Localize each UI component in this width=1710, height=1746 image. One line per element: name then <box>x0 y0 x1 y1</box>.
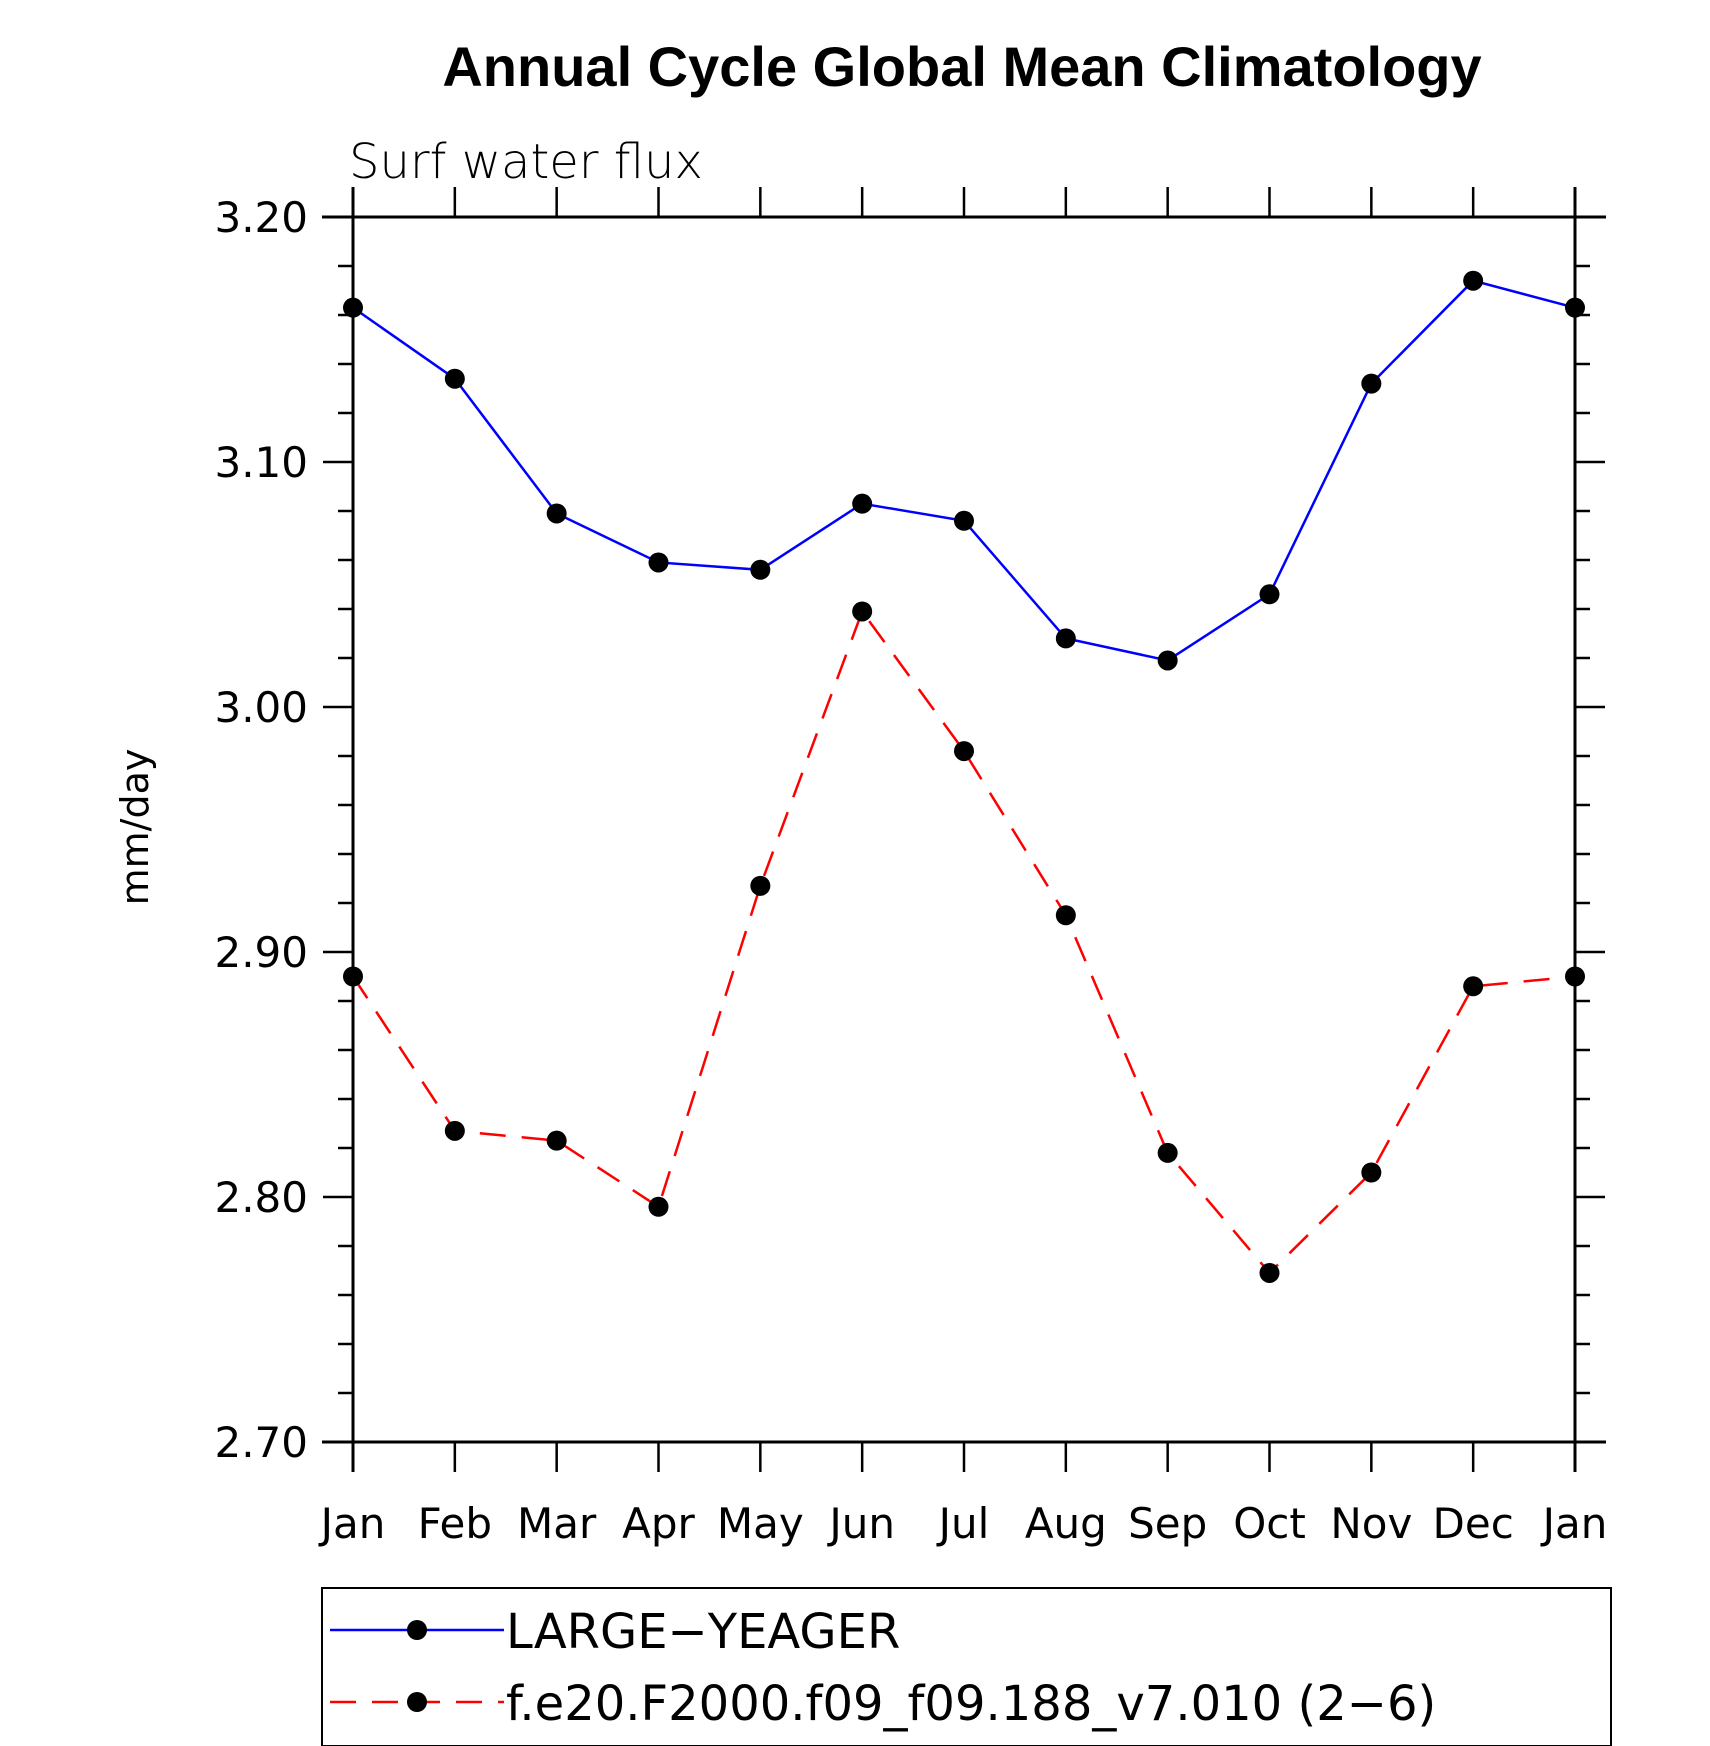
data-point <box>1565 966 1585 987</box>
data-point <box>1463 976 1484 997</box>
data-point <box>444 368 465 389</box>
data-point <box>1055 628 1076 649</box>
series-group <box>343 270 1585 1283</box>
data-point <box>546 1130 567 1151</box>
y-tick-labels: 2.70 2.80 2.90 3.00 3.10 3.20 <box>214 193 308 1467</box>
x-tick-labels: Jan Feb Mar Apr May Jun Jul Aug Sep Oct Nov Dec Jan <box>318 1499 1608 1548</box>
x-tick-label: Jul <box>936 1499 990 1548</box>
legend-box <box>321 1587 1612 1746</box>
data-point <box>648 1196 669 1217</box>
data-point <box>343 966 363 987</box>
data-point <box>1463 270 1484 291</box>
data-point <box>343 297 363 318</box>
x-tick-label: Apr <box>622 1499 695 1548</box>
data-point <box>444 1120 465 1141</box>
y-tick-label: 3.20 <box>214 193 308 242</box>
data-point <box>852 493 873 514</box>
y-axis-label: mm/day <box>113 749 157 906</box>
series-line-2 <box>351 608 1576 1275</box>
x-tick-label: Feb <box>418 1499 492 1548</box>
data-point <box>648 552 669 573</box>
series-1 <box>343 270 1585 671</box>
x-tick-label: Aug <box>1025 1499 1107 1548</box>
y-tick-label: 2.70 <box>214 1418 308 1467</box>
y-tick-label: 3.10 <box>214 438 308 487</box>
data-point <box>852 601 873 622</box>
legend-label-series-2: f.e20.F2000.f09_f09.188_v7.010 (2−6) <box>506 1676 1436 1732</box>
legend-marker-series-2 <box>407 1692 427 1712</box>
data-point <box>1259 1262 1280 1283</box>
data-point <box>954 741 974 762</box>
data-point <box>1361 373 1382 394</box>
data-point <box>1055 905 1076 926</box>
x-tick-label: Nov <box>1330 1499 1412 1548</box>
x-tick-label: Jan <box>1540 1499 1608 1548</box>
series-line-1 <box>352 279 1576 662</box>
legend: LARGE−YEAGER f.e20.F2000.f09_f09.188_v7.… <box>321 1587 1612 1746</box>
plot-axes <box>322 187 1606 1472</box>
x-tick-label: Jan <box>318 1499 386 1548</box>
y-tick-label: 2.80 <box>214 1173 308 1222</box>
data-point <box>750 875 771 896</box>
data-point <box>1157 1142 1178 1163</box>
x-tick-label: Sep <box>1128 1499 1207 1548</box>
x-tick-label: Mar <box>517 1499 597 1548</box>
chart-title: Annual Cycle Global Mean Climatology <box>442 35 1481 98</box>
data-point <box>1157 650 1178 671</box>
legend-label-series-1: LARGE−YEAGER <box>506 1604 900 1660</box>
x-tick-label: Dec <box>1433 1499 1514 1548</box>
data-point <box>1361 1162 1382 1183</box>
x-tick-label: May <box>717 1499 804 1548</box>
data-point <box>1259 584 1280 605</box>
data-point <box>546 503 567 524</box>
y-tick-label: 2.90 <box>214 928 308 977</box>
x-tick-label: Jun <box>826 1499 895 1548</box>
series-2 <box>343 601 1585 1283</box>
data-point <box>954 510 974 531</box>
data-point <box>750 559 771 580</box>
legend-marker-series-1 <box>407 1620 427 1640</box>
x-tick-label: Oct <box>1233 1499 1306 1548</box>
y-tick-label: 3.00 <box>214 683 308 732</box>
chart-subtitle: Surf water flux <box>349 134 703 190</box>
data-point <box>1565 297 1585 318</box>
